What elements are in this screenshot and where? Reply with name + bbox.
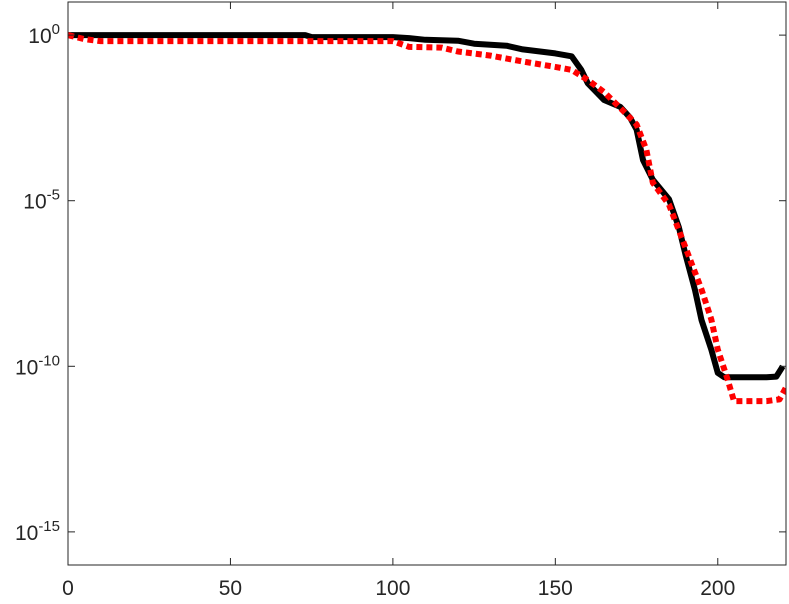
y-tick-label: 10-5 <box>23 187 60 214</box>
tick-base: 10 <box>28 25 51 48</box>
x-tick-label: 50 <box>219 577 242 600</box>
x-tick-label: 0 <box>62 577 74 600</box>
plot <box>68 32 786 405</box>
tick-base: 10 <box>15 522 38 545</box>
y-tick-label: 10-15 <box>15 518 60 545</box>
y-tick-label: 10-10 <box>15 352 60 379</box>
tick-base: 10 <box>23 191 46 214</box>
axes-box <box>67 1 787 566</box>
x-tick-label: 200 <box>700 577 735 600</box>
tick-exponent: 0 <box>52 21 60 38</box>
tick-exponent: -10 <box>38 352 60 369</box>
x-tick-label: 150 <box>538 577 573 600</box>
x-tick-label: 100 <box>375 577 410 600</box>
tick-exponent: -5 <box>47 187 60 204</box>
y-tick-label: 100 <box>28 21 60 48</box>
data-line <box>68 32 786 381</box>
tick-exponent: -15 <box>38 518 60 535</box>
tick-base: 10 <box>15 356 38 379</box>
data-line <box>68 32 786 405</box>
